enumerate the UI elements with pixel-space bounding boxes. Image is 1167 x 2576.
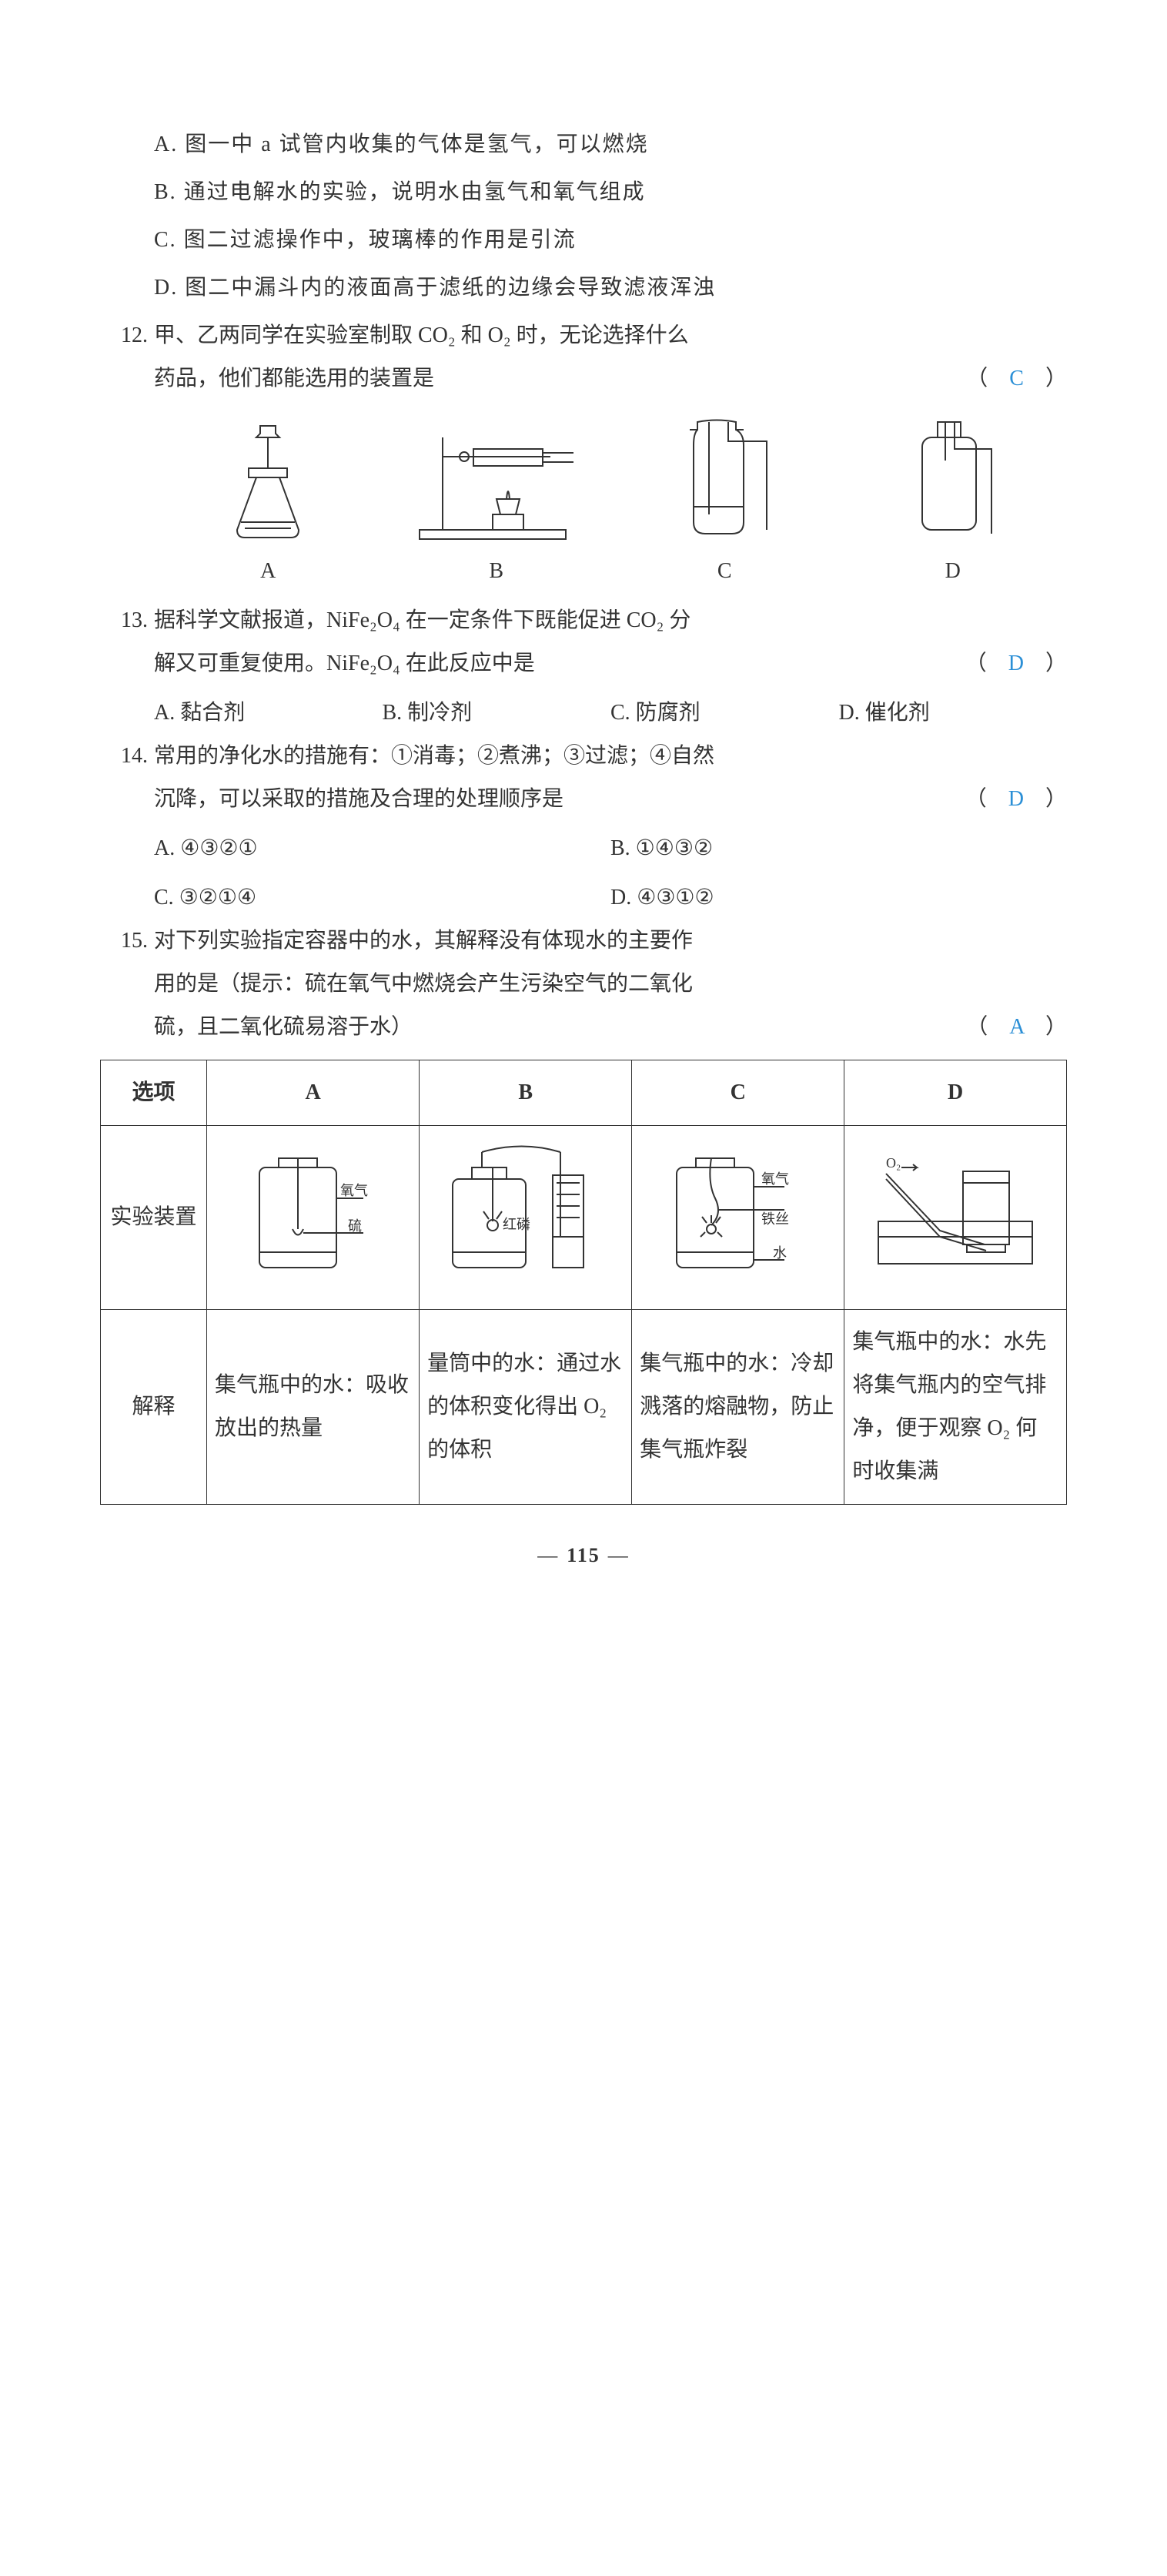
- q12-answer: C: [1009, 367, 1024, 390]
- sulfur-bottle-icon: 氧气 硫: [232, 1137, 394, 1283]
- q12-device-b: B: [383, 414, 611, 593]
- q12-text-line2: 药品，他们都能选用的装置是: [154, 357, 966, 400]
- q14-answer: D: [1008, 787, 1024, 811]
- label-o2: 氧气: [340, 1183, 368, 1198]
- q12-device-c-label: C: [610, 550, 839, 593]
- stand-lamp-tube-icon: [396, 414, 597, 545]
- q15-number: 15.: [100, 920, 154, 963]
- q15-exp-b: 量筒中的水：通过水的体积变化得出 O₂ 的体积: [420, 1310, 632, 1505]
- q15-exp-d: 集气瓶中的水：水先将集气瓶内的空气排净，便于观察 O₂ 何时收集满: [844, 1310, 1067, 1505]
- q14-options-row2: C. ③②①④ D. ④③①②: [100, 876, 1067, 920]
- phosphorus-cylinder-icon: 红磷: [437, 1137, 614, 1283]
- q14-option-c: C. ③②①④: [154, 876, 610, 920]
- q15-exp-c: 集气瓶中的水：冷却溅落的熔融物，防止集气瓶炸裂: [632, 1310, 844, 1505]
- q15-exp-a: 集气瓶中的水：吸收放出的热量: [207, 1310, 420, 1505]
- q12-device-c: C: [610, 414, 839, 593]
- q12-devices: A B C D: [100, 414, 1067, 593]
- q14-option-a: A. ④③②①: [154, 827, 610, 870]
- q15-table: 选项 A B C D 实验装置 氧气 硫: [100, 1060, 1067, 1505]
- q15-answer-paren: （ A ）: [966, 1006, 1067, 1049]
- q12: 12. 甲、乙两同学在实验室制取 CO₂ 和 O₂ 时，无论选择什么: [100, 314, 1067, 357]
- q11-option-a: A. 图一中 a 试管内收集的气体是氢气，可以燃烧: [100, 123, 1067, 166]
- gas-bottle-c-icon: [663, 414, 786, 545]
- q15-row1-label: 实验装置: [101, 1126, 207, 1310]
- q11-option-c: C. 图二过滤操作中，玻璃棒的作用是引流: [100, 219, 1067, 262]
- q13-option-b: B. 制冷剂: [383, 692, 611, 735]
- q15-answer: A: [1009, 1015, 1024, 1039]
- q12-device-b-label: B: [383, 550, 611, 593]
- q12-device-d: D: [839, 414, 1068, 593]
- q15-th-c: C: [632, 1060, 844, 1126]
- q15-text-line3: 硫，且二氧化硫易溶于水）: [154, 1006, 966, 1049]
- iron-wire-bottle-icon: 氧气 铁丝 水: [657, 1137, 819, 1283]
- q15-row2-label: 解释: [101, 1310, 207, 1505]
- q12-number: 12.: [100, 314, 154, 357]
- q13-option-c: C. 防腐剂: [610, 692, 839, 735]
- q14-answer-paren: （ D ）: [965, 778, 1067, 821]
- q13-text-line2: 解又可重复使用。NiFe₂O₄ 在此反应中是: [154, 642, 965, 685]
- label-fe: 铁丝: [761, 1211, 789, 1227]
- label-water: 水: [773, 1245, 787, 1261]
- q11-option-d: D. 图二中漏斗内的液面高于滤纸的边缘会导致滤液浑浊: [100, 266, 1067, 310]
- q13-options: A. 黏合剂 B. 制冷剂 C. 防腐剂 D. 催化剂: [100, 692, 1067, 735]
- q14-options-row1: A. ④③②① B. ①④③②: [100, 827, 1067, 870]
- q14-number: 14.: [100, 735, 154, 778]
- q12-text-line1: 甲、乙两同学在实验室制取 CO₂ 和 O₂ 时，无论选择什么: [154, 314, 689, 357]
- q15-text-line1: 对下列实验指定容器中的水，其解释没有体现水的主要作: [154, 920, 693, 963]
- q15-th-d: D: [844, 1060, 1067, 1126]
- q12-device-a-label: A: [154, 550, 383, 593]
- q14: 14. 常用的净化水的措施有：①消毒；②煮沸；③过滤；④自然: [100, 735, 1067, 778]
- page-number-value: 115: [567, 1544, 600, 1566]
- q12-answer-paren: （ C ）: [966, 357, 1067, 400]
- q13-number: 13.: [100, 599, 154, 642]
- q13-option-d: D. 催化剂: [839, 692, 1068, 735]
- q13-option-a: A. 黏合剂: [154, 692, 383, 735]
- q14-text-line1: 常用的净化水的措施有：①消毒；②煮沸；③过滤；④自然: [154, 735, 714, 778]
- q15-fig-c: 氧气 铁丝 水: [632, 1126, 844, 1310]
- table-row: 解释 集气瓶中的水：吸收放出的热量 量筒中的水：通过水的体积变化得出 O₂ 的体…: [101, 1310, 1067, 1505]
- label-s: 硫: [348, 1218, 362, 1234]
- q13-answer: D: [1008, 652, 1024, 675]
- q15: 15. 对下列实验指定容器中的水，其解释没有体现水的主要作: [100, 920, 1067, 963]
- q15-text-line2: 用的是（提示：硫在氧气中燃烧会产生污染空气的二氧化: [100, 963, 1067, 1006]
- label-red-p: 红磷: [503, 1217, 530, 1232]
- q13-text-line1: 据科学文献报道，NiFe₂O₄ 在一定条件下既能促进 CO₂ 分: [154, 599, 691, 642]
- q13-answer-paren: （ D ）: [965, 642, 1067, 685]
- q13: 13. 据科学文献报道，NiFe₂O₄ 在一定条件下既能促进 CO₂ 分: [100, 599, 1067, 642]
- q14-option-d: D. ④③①②: [610, 876, 1067, 920]
- q15-th-a: A: [207, 1060, 420, 1126]
- q15-th-opt: 选项: [101, 1060, 207, 1126]
- q15-fig-a: 氧气 硫: [207, 1126, 420, 1310]
- q11-option-b: B. 通过电解水的实验，说明水由氢气和氧气组成: [100, 171, 1067, 214]
- table-row: 选项 A B C D: [101, 1060, 1067, 1126]
- q15-fig-b: 红磷: [420, 1126, 632, 1310]
- q15-th-b: B: [420, 1060, 632, 1126]
- q12-device-a: A: [154, 414, 383, 593]
- q15-fig-d: O₂: [844, 1126, 1067, 1310]
- gas-bottle-d-icon: [891, 414, 1015, 545]
- flask-funnel-icon: [214, 414, 322, 545]
- page-number: —115—: [100, 1536, 1067, 1576]
- q12-device-d-label: D: [839, 550, 1068, 593]
- q14-text-line2: 沉降，可以采取的措施及合理的处理顺序是: [154, 778, 965, 821]
- label-o2c: 氧气: [761, 1171, 789, 1187]
- table-row: 实验装置 氧气 硫: [101, 1126, 1067, 1310]
- water-collect-icon: O₂: [863, 1137, 1048, 1283]
- q14-option-b: B. ①④③②: [610, 827, 1067, 870]
- label-o2d: O₂: [886, 1155, 901, 1171]
